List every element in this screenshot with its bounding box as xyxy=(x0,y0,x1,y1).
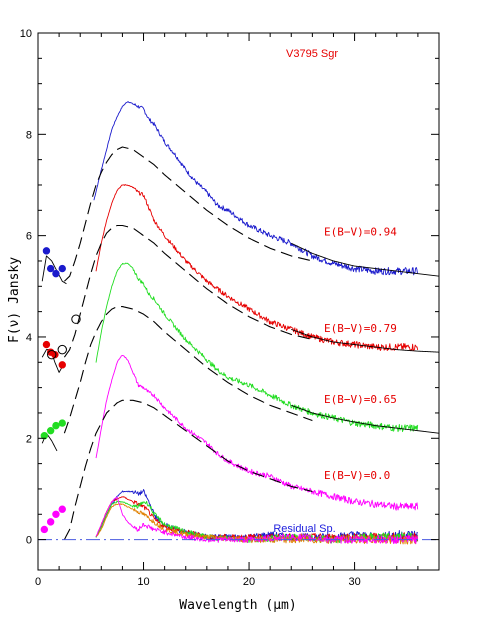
photometry-point-3 xyxy=(58,264,66,273)
x-tick-label: 30 xyxy=(348,576,360,588)
photometry-point-2 xyxy=(52,269,60,278)
photometry-point-18 xyxy=(58,505,66,513)
y-tick-label: 6 xyxy=(26,231,32,243)
x-tick-label: 10 xyxy=(137,576,149,588)
y-tick-label: 10 xyxy=(20,28,32,40)
series-line-0-spectrum xyxy=(93,101,418,276)
y-tick-label: 4 xyxy=(26,332,32,344)
series-line-7-dashed-model xyxy=(63,399,313,540)
x-tick-label: 20 xyxy=(243,576,255,588)
series-line-6-dashed-model xyxy=(63,306,313,434)
ebv-label-1: E(B−V)=0.79 xyxy=(324,322,397,335)
series-line-8-solid-model xyxy=(291,242,440,277)
photometry-point-1 xyxy=(46,264,55,273)
annotations-layer: E(B−V)=0.94 E(B−V)=0.79 E(B−V)=0.65 E(B−V)=… xyxy=(273,226,397,535)
photometry-point-14 xyxy=(58,419,66,427)
series-line-9-solid-model xyxy=(291,328,440,353)
ebv-label-2: E(B−V)=0.65 xyxy=(324,393,397,406)
photometry-point-0 xyxy=(42,247,51,255)
series-line-18-residual xyxy=(95,496,419,545)
y-axis-title: F(ν) Jansky xyxy=(7,257,22,343)
photometry-point-12 xyxy=(46,426,55,435)
series-line-11-solid-model xyxy=(41,255,67,285)
photometry-point-13 xyxy=(52,421,60,430)
photometry-point-10 xyxy=(71,314,81,324)
y-tick-label: 2 xyxy=(26,433,32,445)
photometry-point-17 xyxy=(52,510,60,518)
y-tick-label: 8 xyxy=(26,129,32,141)
x-tick-label: 0 xyxy=(35,576,41,588)
series-line-5-dashed-model xyxy=(63,224,313,358)
y-tick-label: 0 xyxy=(26,535,32,547)
points-layer xyxy=(40,247,81,534)
series-line-4-dashed-model xyxy=(63,146,313,282)
photometry-point-9 xyxy=(57,344,67,355)
series-layer xyxy=(38,101,440,545)
ticks-layer: 0 10 20 30 0 2 4 6 8 10 xyxy=(20,28,440,588)
ebv-label-0: E(B−V)=0.94 xyxy=(324,226,397,239)
x-axis-title: Wavelength (μm) xyxy=(179,598,296,613)
photometry-point-15 xyxy=(40,525,49,534)
plot-frame xyxy=(37,32,440,571)
photometry-point-7 xyxy=(58,361,66,369)
photometry-point-4 xyxy=(42,340,51,349)
residual-label: Residual Sp. xyxy=(273,523,335,535)
photometry-point-16 xyxy=(46,518,55,526)
series-line-1-spectrum xyxy=(95,184,419,352)
photometry-point-11 xyxy=(40,432,49,440)
series-line-3-spectrum xyxy=(95,354,419,511)
ebv-label-3: E(B−V)=0.0 xyxy=(324,469,390,482)
chart-title: V3795 Sgr xyxy=(286,48,338,60)
series-line-10-solid-model xyxy=(291,404,440,434)
photometry-point-8 xyxy=(47,349,57,360)
